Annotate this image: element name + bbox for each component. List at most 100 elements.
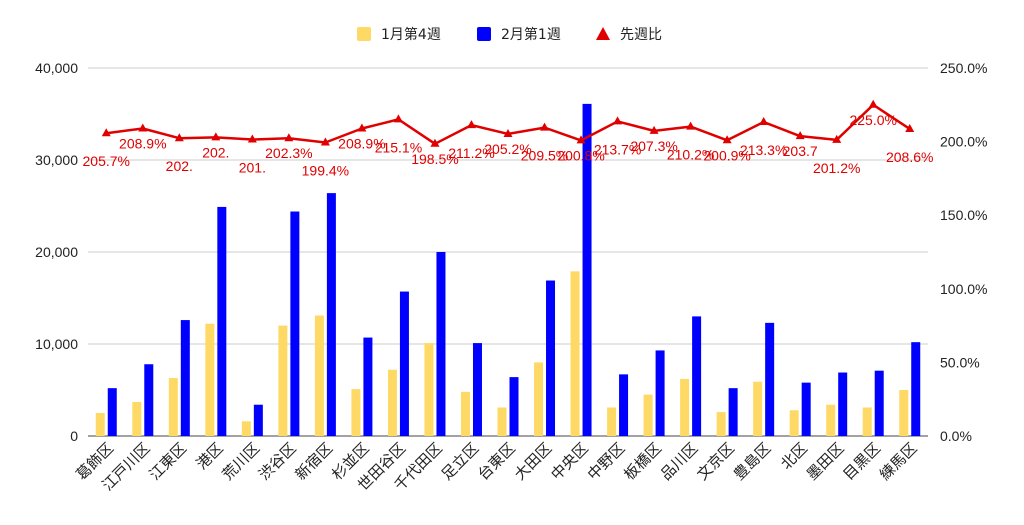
bar-series2 xyxy=(180,320,190,436)
ratio-point xyxy=(284,133,294,142)
ratio-point xyxy=(138,123,148,132)
y-right-tick-label: 50.0% xyxy=(940,354,980,370)
bar-series1 xyxy=(534,362,544,436)
y-right-tick-label: 150.0% xyxy=(940,207,987,223)
ratio-point xyxy=(905,123,915,132)
y-right-tick-label: 100.0% xyxy=(940,281,987,297)
bar-series2 xyxy=(874,370,884,436)
y-left-tick-label: 20,000 xyxy=(35,244,78,260)
ratio-point xyxy=(795,131,805,140)
ratio-point xyxy=(357,123,367,132)
ratio-data-label: 209.5% xyxy=(521,148,568,164)
x-category-label: 中央区 xyxy=(547,439,592,484)
bar-series1 xyxy=(607,407,617,436)
x-category-label: 板橋区 xyxy=(620,439,665,484)
bar-series1 xyxy=(278,325,288,436)
ratio-data-label: 202. xyxy=(202,144,229,160)
bar-series1 xyxy=(132,401,142,436)
legend-label: 先週比 xyxy=(620,27,662,43)
bar-series1 xyxy=(351,389,361,436)
bar-series1 xyxy=(497,407,507,436)
x-category-label: 豊島区 xyxy=(730,439,775,484)
ratio-data-label: 201.2% xyxy=(813,160,860,176)
ratio-point xyxy=(466,120,476,129)
bar-series2 xyxy=(582,103,592,436)
ratio-data-label: 213.3% xyxy=(740,142,787,158)
bar-series1 xyxy=(826,404,836,436)
ratio-point xyxy=(686,121,696,130)
ratio-data-label: 208.6% xyxy=(886,149,933,165)
ratio-data-label: 211.2% xyxy=(448,145,494,161)
x-category-label: 練馬区 xyxy=(876,439,921,484)
bar-series1 xyxy=(95,413,105,436)
bar-series1 xyxy=(241,421,251,436)
bar-series2 xyxy=(217,206,227,436)
bar-series1 xyxy=(460,391,470,436)
ratio-point xyxy=(430,138,440,147)
ratio-data-label: 208.9% xyxy=(119,135,166,151)
bar-series2 xyxy=(253,404,263,436)
ratio-data-label: 205.2% xyxy=(484,141,531,157)
x-category-label: 新宿区 xyxy=(292,439,337,484)
legend-label: 2月第1週 xyxy=(501,26,561,43)
ratio-point xyxy=(832,134,842,143)
bar-series2 xyxy=(436,252,446,436)
ratio-point xyxy=(211,132,221,141)
gridlines xyxy=(88,67,928,437)
bar-series2 xyxy=(399,291,409,436)
ratio-point xyxy=(868,99,878,108)
y-right-tick-label: 200.0% xyxy=(940,134,987,150)
ratio-data-label: 215.1% xyxy=(375,139,422,155)
ratio-point xyxy=(722,135,732,144)
ratio-point xyxy=(759,117,769,126)
x-category-label: 足立区 xyxy=(438,439,483,484)
data-labels: 205.7%208.9%202.202.201.202.3%199.4%208.… xyxy=(83,112,934,179)
ratio-data-label: 210.2% xyxy=(667,147,714,163)
ratio-point xyxy=(576,135,586,144)
ratio-polyline xyxy=(106,103,911,146)
bar-series1 xyxy=(424,343,434,436)
ratio-data-label: 213.7% xyxy=(594,141,641,157)
y-left-tick-label: 10,000 xyxy=(35,336,78,352)
legend-label: 1月第4週 xyxy=(381,26,441,43)
ratio-data-label: 202.3% xyxy=(265,145,312,161)
x-category-label: 台東区 xyxy=(474,439,519,484)
y-right-tick-label: 0.0% xyxy=(940,428,972,444)
legend-swatch-series2 xyxy=(477,27,491,41)
bar-series2 xyxy=(619,374,629,436)
bar-series2 xyxy=(290,211,300,436)
ratio-data-label: 203.7 xyxy=(783,143,818,159)
bar-series2 xyxy=(728,388,738,436)
bar-series2 xyxy=(801,382,811,436)
bar-series1 xyxy=(789,410,799,436)
bar-series2 xyxy=(509,377,519,436)
ratio-point xyxy=(649,125,659,134)
ratio-point xyxy=(613,116,623,125)
ratio-point xyxy=(540,122,550,131)
bar-series2 xyxy=(472,343,482,436)
ratio-point xyxy=(320,137,330,146)
y-left-tick-label: 30,000 xyxy=(35,152,78,168)
ratio-data-label: 200.9% xyxy=(703,147,750,163)
bar-series1 xyxy=(168,378,178,436)
bar-series2 xyxy=(911,342,921,436)
x-category-label: 中野区 xyxy=(584,439,629,484)
ratio-point xyxy=(247,134,257,143)
ratio-point xyxy=(174,133,184,142)
ratio-data-label: 200.8% xyxy=(557,147,604,163)
bar-series2 xyxy=(655,350,665,436)
bar-series1 xyxy=(314,315,324,436)
ratio-data-label: 208.9% xyxy=(338,135,385,151)
ratio-data-label: 199.4% xyxy=(302,162,349,178)
ratio-data-label: 207.3% xyxy=(630,138,677,154)
y-left-tick-label: 40,000 xyxy=(35,60,78,76)
bar-series2 xyxy=(546,280,556,436)
bar-series1 xyxy=(680,378,690,436)
y-left-tick-label: 0 xyxy=(70,428,78,444)
bar-series2 xyxy=(144,364,154,436)
x-category-label: 荒川区 xyxy=(219,439,264,484)
bar-series1 xyxy=(205,323,215,436)
bar-series2 xyxy=(326,193,336,436)
bar-series1 xyxy=(570,271,580,436)
bar-series2 xyxy=(107,388,117,436)
